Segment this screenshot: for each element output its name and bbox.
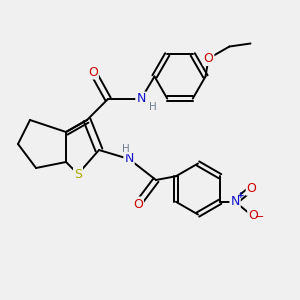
Text: S: S — [74, 167, 82, 181]
Text: O: O — [247, 182, 256, 195]
Text: O: O — [133, 197, 143, 211]
Text: O: O — [248, 209, 258, 222]
Text: N: N — [136, 92, 146, 106]
Text: N: N — [124, 152, 134, 166]
Text: H: H — [122, 143, 130, 154]
Text: H: H — [149, 101, 157, 112]
Text: O: O — [88, 65, 98, 79]
Text: N: N — [230, 195, 240, 208]
Text: −: − — [255, 212, 265, 222]
Text: O: O — [204, 52, 213, 65]
Text: +: + — [237, 191, 244, 200]
